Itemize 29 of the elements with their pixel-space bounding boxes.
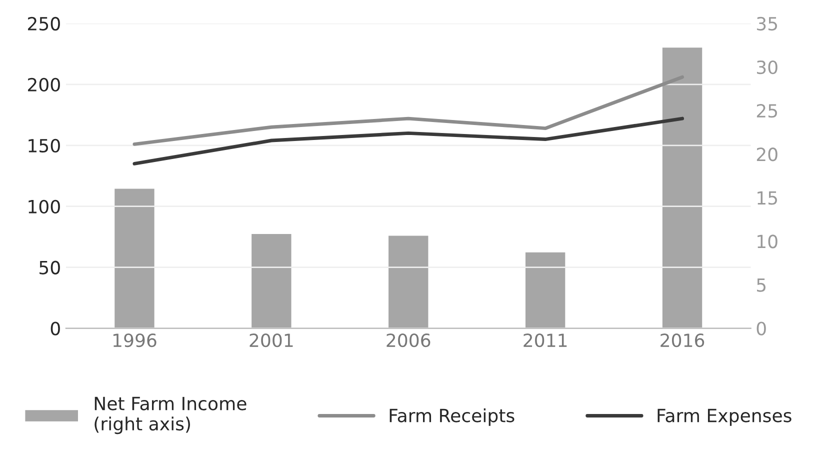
- bar: [113, 187, 156, 328]
- y-tick-label: 50: [40, 260, 60, 274]
- y2-tick-label: 10: [758, 234, 778, 248]
- bar: [250, 232, 293, 328]
- y2-tick-label: 35: [756, 16, 778, 31]
- x-tick-label: 2006: [386, 333, 430, 348]
- y2-tick-label: 25: [756, 104, 778, 118]
- y-tick-label: 100: [28, 200, 60, 214]
- line-series: [132, 116, 684, 166]
- y2-tick-label: 0: [756, 322, 766, 336]
- y2-tick-label: 20: [756, 148, 778, 162]
- y2-tick-label: 15: [758, 191, 778, 205]
- bar: [387, 234, 430, 328]
- bar: [524, 250, 567, 328]
- y-tick-label: 0: [50, 322, 60, 336]
- x-tick-label: 2011: [524, 333, 567, 348]
- x-tick-label: 1996: [113, 333, 156, 348]
- y-tick-label: 200: [28, 78, 60, 92]
- bar: [661, 46, 704, 328]
- legend-label: Farm Receipts: [390, 408, 514, 426]
- line-series: [132, 75, 684, 146]
- x-tick-label: 2016: [660, 333, 704, 348]
- x-tick-label: 2001: [250, 333, 293, 348]
- y2-tick-label: 5: [757, 278, 766, 292]
- legend-label: Farm Expenses: [658, 408, 792, 426]
- y-tick-label: 250: [28, 16, 60, 31]
- legend-label: Net Farm Income (right axis): [94, 396, 246, 434]
- y2-tick-label: 30: [756, 60, 778, 74]
- y-tick-label: 150: [28, 138, 60, 153]
